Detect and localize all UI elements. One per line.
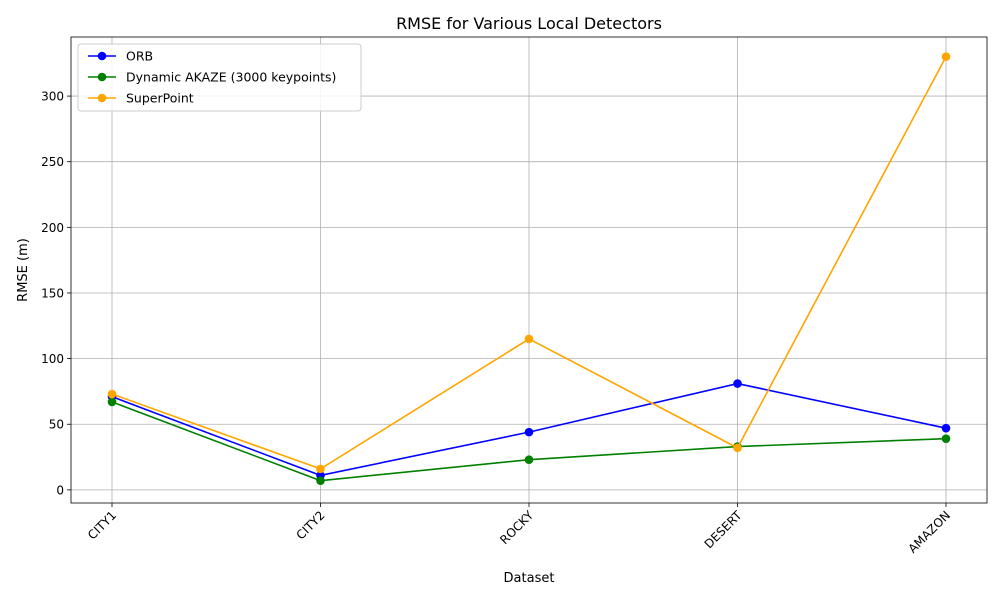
y-tick-label: 200 xyxy=(41,221,64,235)
y-tick-label: 50 xyxy=(49,418,64,432)
legend-marker xyxy=(97,51,107,61)
data-point xyxy=(733,443,742,453)
legend: ORB Dynamic AKAZE (3000 keypoints) SuperPo… xyxy=(77,43,362,112)
data-point xyxy=(107,397,117,407)
y-tick-label: 150 xyxy=(41,286,64,300)
legend-label: SuperPoint xyxy=(126,91,194,106)
legend-entry: Dynamic AKAZE (3000 keypoints) xyxy=(88,70,336,85)
y-axis-label: RMSE (m) xyxy=(16,238,31,302)
y-axis: 0 50 100 150 200 250 300 xyxy=(41,90,71,497)
data-point xyxy=(733,379,742,388)
series-layer xyxy=(107,52,951,485)
y-tick-label: 0 xyxy=(56,483,64,497)
legend-marker xyxy=(97,72,107,82)
y-tick-label: 300 xyxy=(41,90,64,104)
legend-box xyxy=(77,43,362,112)
data-point xyxy=(941,423,951,433)
data-point xyxy=(316,464,325,474)
data-point xyxy=(316,476,325,485)
data-point xyxy=(524,334,534,344)
x-axis-label: Dataset xyxy=(504,571,555,586)
data-point xyxy=(941,434,951,443)
legend-entry: SuperPoint xyxy=(88,91,194,106)
data-point xyxy=(524,455,534,464)
y-tick-label: 100 xyxy=(41,352,64,366)
legend-label: Dynamic AKAZE (3000 keypoints) xyxy=(126,70,336,85)
legend-marker xyxy=(97,93,107,103)
series-2 xyxy=(107,52,951,474)
legend-entry: ORB xyxy=(88,49,153,64)
grid-lines xyxy=(71,37,987,503)
chart-title: RMSE for Various Local Detectors xyxy=(396,14,662,33)
legend-label: ORB xyxy=(126,49,153,64)
y-tick-label: 250 xyxy=(41,155,64,169)
data-point xyxy=(107,389,117,399)
data-point xyxy=(941,52,951,61)
data-point xyxy=(524,427,534,437)
